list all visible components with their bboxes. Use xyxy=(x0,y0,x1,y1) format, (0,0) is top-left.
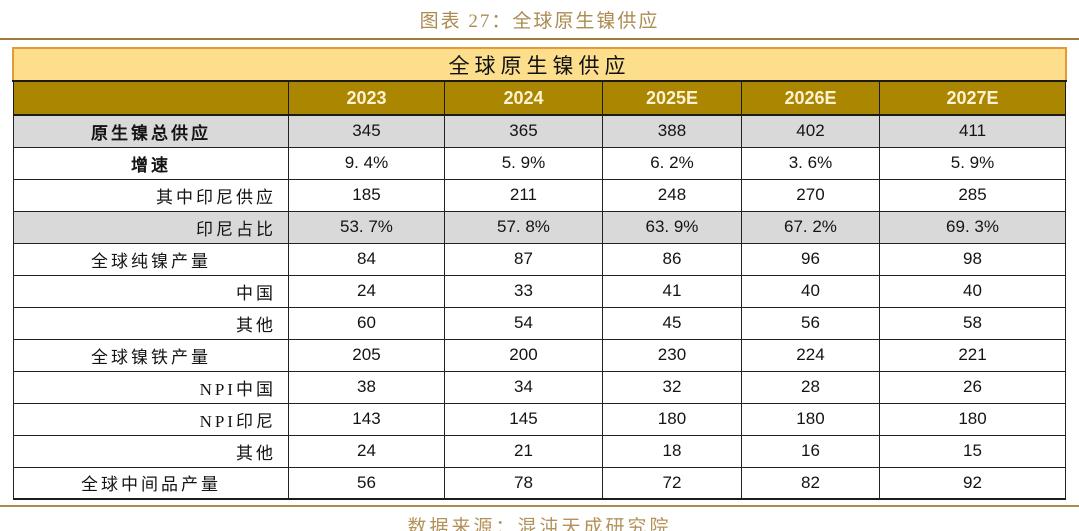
row-label: 其他 xyxy=(12,434,289,468)
row-label: 全球中间品产量 xyxy=(12,466,289,500)
header-corner-cell xyxy=(12,80,289,116)
table-row: 原生镍总供应 345 365 388 402 411 xyxy=(12,114,1067,148)
cell-value: 5. 9% xyxy=(878,146,1067,180)
cell-value: 200 xyxy=(443,338,603,372)
cell-value: 180 xyxy=(601,402,742,436)
cell-value: 145 xyxy=(443,402,603,436)
cell-value: 270 xyxy=(740,178,880,212)
table-row: 其中印尼供应 185 211 248 270 285 xyxy=(12,178,1067,212)
cell-value: 6. 2% xyxy=(601,146,742,180)
column-header: 2023 xyxy=(287,80,445,116)
cell-value: 365 xyxy=(443,114,603,148)
cell-value: 16 xyxy=(740,434,880,468)
cell-value: 84 xyxy=(287,242,445,276)
cell-value: 53. 7% xyxy=(287,210,445,244)
cell-value: 96 xyxy=(740,242,880,276)
row-label: 全球纯镍产量 xyxy=(12,242,289,276)
cell-value: 38 xyxy=(287,370,445,404)
row-label: 原生镍总供应 xyxy=(12,114,289,148)
cell-value: 28 xyxy=(740,370,880,404)
cell-value: 86 xyxy=(601,242,742,276)
cell-value: 56 xyxy=(287,466,445,500)
cell-value: 9. 4% xyxy=(287,146,445,180)
cell-value: 87 xyxy=(443,242,603,276)
column-header: 2025E xyxy=(601,80,742,116)
cell-value: 40 xyxy=(740,274,880,308)
row-label: NPI印尼 xyxy=(12,402,289,436)
cell-value: 67. 2% xyxy=(740,210,880,244)
cell-value: 15 xyxy=(878,434,1067,468)
cell-value: 248 xyxy=(601,178,742,212)
nickel-supply-table: 全球原生镍供应 2023 2024 2025E 2026E 2027E 原生镍总供应 34… xyxy=(12,47,1067,500)
cell-value: 411 xyxy=(878,114,1067,148)
cell-value: 56 xyxy=(740,306,880,340)
table-header-row: 2023 2024 2025E 2026E 2027E xyxy=(12,80,1067,116)
figure-title: 图表 27：全球原生镍供应 xyxy=(419,11,660,32)
row-label: NPI中国 xyxy=(12,370,289,404)
cell-value: 72 xyxy=(601,466,742,500)
row-label: 其中印尼供应 xyxy=(12,178,289,212)
cell-value: 205 xyxy=(287,338,445,372)
cell-value: 388 xyxy=(601,114,742,148)
cell-value: 63. 9% xyxy=(601,210,742,244)
cell-value: 3. 6% xyxy=(740,146,880,180)
table-caption-row: 全球原生镍供应 xyxy=(12,47,1067,82)
table-row: 全球镍铁产量 205 200 230 224 221 xyxy=(12,338,1067,372)
cell-value: 285 xyxy=(878,178,1067,212)
top-divider-rule xyxy=(0,38,1079,40)
cell-value: 345 xyxy=(287,114,445,148)
table-row: 增速 9. 4% 5. 9% 6. 2% 3. 6% 5. 9% xyxy=(12,146,1067,180)
cell-value: 32 xyxy=(601,370,742,404)
row-label: 全球镍铁产量 xyxy=(12,338,289,372)
table-row: 其他 24 21 18 16 15 xyxy=(12,434,1067,468)
cell-value: 69. 3% xyxy=(878,210,1067,244)
cell-value: 211 xyxy=(443,178,603,212)
cell-value: 185 xyxy=(287,178,445,212)
table-row: 全球中间品产量 56 78 72 82 92 xyxy=(12,466,1067,500)
cell-value: 402 xyxy=(740,114,880,148)
cell-value: 24 xyxy=(287,434,445,468)
table-row: 印尼占比 53. 7% 57. 8% 63. 9% 67. 2% 69. 3% xyxy=(12,210,1067,244)
cell-value: 21 xyxy=(443,434,603,468)
cell-value: 60 xyxy=(287,306,445,340)
cell-value: 98 xyxy=(878,242,1067,276)
cell-value: 143 xyxy=(287,402,445,436)
data-source-text: 数据来源：混沌天成研究院 xyxy=(407,517,672,531)
table-row: 中国 24 33 41 40 40 xyxy=(12,274,1067,308)
bottom-divider-rule xyxy=(0,505,1079,507)
cell-value: 230 xyxy=(601,338,742,372)
table-row: 其他 60 54 45 56 58 xyxy=(12,306,1067,340)
cell-value: 78 xyxy=(443,466,603,500)
cell-value: 221 xyxy=(878,338,1067,372)
cell-value: 34 xyxy=(443,370,603,404)
table-title: 全球原生镍供应 xyxy=(12,47,1067,82)
row-label: 增速 xyxy=(12,146,289,180)
cell-value: 54 xyxy=(443,306,603,340)
cell-value: 33 xyxy=(443,274,603,308)
column-header: 2027E xyxy=(878,80,1067,116)
cell-value: 180 xyxy=(878,402,1067,436)
column-header: 2024 xyxy=(443,80,603,116)
cell-value: 58 xyxy=(878,306,1067,340)
row-label: 中国 xyxy=(12,274,289,308)
table-body: 原生镍总供应 345 365 388 402 411 增速 9. 4% 5. 9% 6. 2% 3.… xyxy=(12,114,1067,500)
cell-value: 224 xyxy=(740,338,880,372)
cell-value: 18 xyxy=(601,434,742,468)
cell-value: 57. 8% xyxy=(443,210,603,244)
cell-value: 5. 9% xyxy=(443,146,603,180)
cell-value: 41 xyxy=(601,274,742,308)
cell-value: 24 xyxy=(287,274,445,308)
cell-value: 26 xyxy=(878,370,1067,404)
cell-value: 40 xyxy=(878,274,1067,308)
table-row: 全球纯镍产量 84 87 86 96 98 xyxy=(12,242,1067,276)
table-row: NPI中国 38 34 32 28 26 xyxy=(12,370,1067,404)
table-row: NPI印尼 143 145 180 180 180 xyxy=(12,402,1067,436)
cell-value: 45 xyxy=(601,306,742,340)
cell-value: 92 xyxy=(878,466,1067,500)
cell-value: 180 xyxy=(740,402,880,436)
row-label: 其他 xyxy=(12,306,289,340)
row-label: 印尼占比 xyxy=(12,210,289,244)
cell-value: 82 xyxy=(740,466,880,500)
column-header: 2026E xyxy=(740,80,880,116)
